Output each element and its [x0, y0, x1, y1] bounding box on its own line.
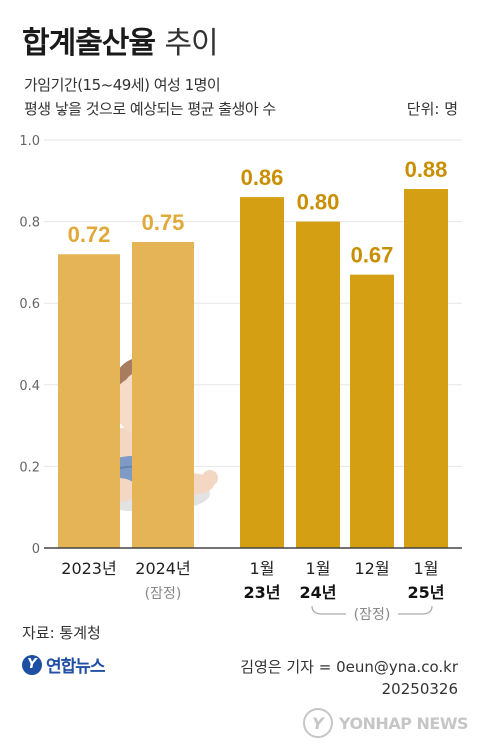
- bar: [132, 242, 194, 548]
- value-label: 0.75: [142, 210, 185, 235]
- y-tick-label: 0.4: [19, 379, 40, 394]
- bar: [404, 188, 448, 548]
- yonhap-logo: Y 연합뉴스: [22, 652, 106, 677]
- title-light: 추이: [164, 26, 218, 61]
- y-tick-label: 0: [32, 542, 40, 557]
- value-label: 0.67: [351, 243, 394, 268]
- provisional-bracket-bg: [346, 604, 398, 624]
- subtitle-line-2: 평생 낳을 것으로 예상되는 평균 출생아 수: [24, 100, 276, 118]
- y-tick-label: 1.0: [19, 134, 40, 149]
- provisional-label: (잠정): [145, 586, 182, 602]
- reporter-credit: 김영은 기자 = 0eun@yna.co.kr: [240, 658, 458, 676]
- bar: [58, 254, 120, 549]
- value-label: 0.80: [297, 190, 340, 215]
- watermark-icon: Y: [302, 708, 333, 738]
- bars: [58, 188, 448, 549]
- x-tick-label: 1월: [306, 559, 331, 578]
- subtitle-line-1: 가임기간(15~49세) 여성 1명이: [24, 76, 221, 94]
- y-tick-label: 0.8: [19, 216, 40, 231]
- x-tick-sublabel: 25년: [408, 583, 445, 602]
- bar: [296, 221, 340, 548]
- yonhap-logo-icon: Y: [22, 654, 42, 675]
- value-label: 0.88: [405, 157, 448, 182]
- source-label: 자료: 통계청: [22, 624, 101, 642]
- watermark: Y YONHAP NEWS: [302, 708, 469, 738]
- value-labels: 0.72 0.75 0.86 0.80 0.67 0.88: [68, 157, 448, 268]
- x-tick-label: 2024년: [135, 559, 190, 578]
- page-title: 합계출산율 추이: [22, 18, 219, 62]
- credit: 김영은 기자 = 0eun@yna.co.kr 20250326: [240, 656, 458, 700]
- bar-chart: 0 0.2 0.4 0.6 0.8 1.0 0.72 0.75 0.86 0.80 0.67 0.8…: [19, 134, 462, 624]
- y-tick-label: 0.6: [19, 297, 40, 312]
- x-tick-label: 12월: [354, 559, 389, 578]
- value-label: 0.72: [68, 222, 111, 247]
- x-tick-sublabel: 24년: [300, 583, 337, 602]
- x-tick-label: 2023년: [61, 559, 116, 578]
- x-tick-labels: 2023년 2024년 (잠정) 1월 23년 1월 24년 12월 1월 25년: [61, 559, 444, 602]
- x-tick-label: 1월: [250, 559, 275, 578]
- x-tick-sublabel: 23년: [244, 583, 281, 602]
- bar: [350, 274, 394, 548]
- publish-date: 20250326: [381, 680, 458, 698]
- provisional-bracket-label: (잠정): [354, 607, 391, 623]
- x-tick-label: 1월: [414, 559, 439, 578]
- watermark-text: YONHAP NEWS: [338, 713, 469, 733]
- y-tick-labels: 0 0.2 0.4 0.6 0.8 1.0: [19, 134, 40, 557]
- value-label: 0.86: [241, 165, 284, 190]
- provisional-bracket: (잠정): [311, 604, 433, 624]
- bar: [240, 197, 284, 548]
- yonhap-logo-text: 연합뉴스: [46, 657, 106, 677]
- title-bold: 합계출산율: [22, 26, 156, 61]
- unit-label: 단위: 명: [406, 100, 458, 118]
- y-tick-label: 0.2: [19, 460, 40, 475]
